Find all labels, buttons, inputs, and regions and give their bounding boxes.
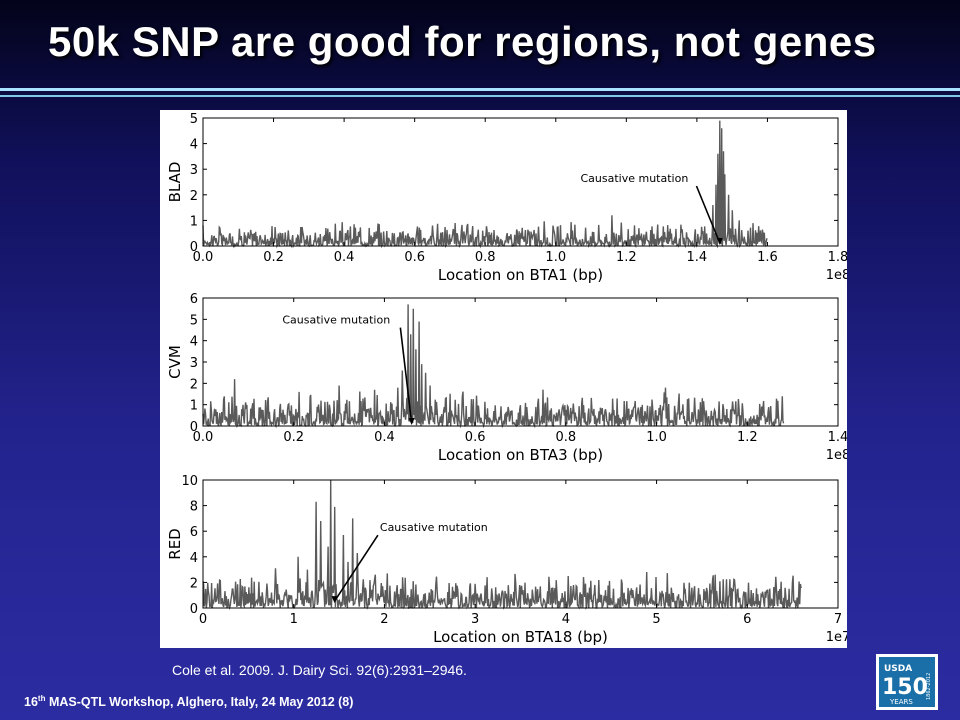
annotation-arrowhead <box>331 596 338 604</box>
y-tick-label: 4 <box>190 138 198 153</box>
x-tick-label: 7 <box>834 612 842 627</box>
plot-panel-red: 0 1 2 3 4 5 6 7 0 2 4 6 8 10 Location on BTA18 (bp) 1e7… <box>166 474 850 646</box>
x-axis-label: Location on BTA18 (bp) <box>433 628 608 646</box>
x-tick-label: 1.8 <box>828 250 847 265</box>
x-tick-label: 1.4 <box>687 250 708 265</box>
y-tick-label: 0 <box>190 420 198 435</box>
x-tick-label: 0.4 <box>334 250 355 265</box>
x-tick-label: 1.4 <box>828 430 847 445</box>
x-tick-label: 0.0 <box>193 430 214 445</box>
plot-panel-cvm: 0.0 0.2 0.4 0.6 0.8 1.0 1.2 1.4 0 1 2 3 4 5 6 Location … <box>166 292 850 464</box>
y-tick-label: 2 <box>190 576 198 591</box>
logo-panel <box>879 657 935 707</box>
footer-ordinal: th <box>37 694 46 703</box>
footer-number: 16 <box>24 695 38 710</box>
x-tick-label: 1.6 <box>757 250 778 265</box>
plot-panel-blad: 0.0 0.2 0.4 0.6 0.8 1.0 1.2 1.4 1.6 1.8 0 1 2 3 4 5 Loca… <box>166 112 850 284</box>
y-tick-label: 0 <box>190 602 198 617</box>
y-tick-label: 2 <box>190 189 198 204</box>
x-tick-label: 2 <box>380 612 388 627</box>
axes-frame <box>202 117 839 247</box>
y-tick-label: 5 <box>190 313 198 328</box>
manhattan-plot-figure: 0.0 0.2 0.4 0.6 0.8 1.0 1.2 1.4 1.6 1.8 0 1 2 3 4 5 Loca… <box>160 110 850 648</box>
slide-title: 50k SNP are good for regions, not genes <box>48 18 877 65</box>
annotation-arrowhead <box>408 418 415 425</box>
annotation-arrow <box>399 327 413 424</box>
logo-years: YEARS <box>889 698 913 706</box>
y-tick-label: 1 <box>190 214 198 229</box>
y-tick-label: 8 <box>190 500 198 515</box>
x-axis-label: Location on BTA1 (bp) <box>438 266 603 284</box>
footer: 16th MAS-QTL Workshop, Alghero, Italy, 2… <box>24 694 353 709</box>
x-tick-label: 0.4 <box>374 430 395 445</box>
x-axis-multiplier: 1e7 <box>826 630 847 645</box>
x-tick-label: 1.0 <box>646 430 667 445</box>
footer-text: MAS-QTL Workshop, Alghero, Italy, 24 May… <box>45 695 354 710</box>
citation: Cole et al. 2009. J. Dairy Sci. 92(6):29… <box>172 662 467 678</box>
x-tick-label: 1.2 <box>737 430 758 445</box>
usda-150-years-logo: USDA 150 YEARS 1862-2012 <box>876 654 938 710</box>
manhattan-plots-svg: 0.0 0.2 0.4 0.6 0.8 1.0 1.2 1.4 1.6 1.8 0 1 2 3 4 5 Loca… <box>166 112 850 646</box>
y-axis-label: CVM <box>166 345 184 379</box>
annotation-text: Causative mutation <box>282 314 390 327</box>
y-tick-label: 10 <box>181 474 198 489</box>
y-tick-label: 6 <box>190 525 198 540</box>
y-tick-label: 6 <box>190 292 198 307</box>
x-tick-label: 1.0 <box>545 250 566 265</box>
axes-frame <box>202 479 839 609</box>
title-rule <box>0 88 960 91</box>
x-tick-label: 5 <box>652 612 660 627</box>
logo-150: 150 <box>882 675 928 700</box>
y-axis-label: BLAD <box>166 162 184 203</box>
x-tick-label: 0.8 <box>556 430 577 445</box>
x-axis-multiplier: 1e8 <box>826 268 847 283</box>
y-tick-label: 4 <box>190 335 198 350</box>
y-tick-label: 2 <box>190 377 198 392</box>
x-tick-label: 1 <box>290 612 298 627</box>
x-tick-label: 6 <box>743 612 751 627</box>
annotation-text: Causative mutation <box>380 521 488 534</box>
x-tick-label: 3 <box>471 612 479 627</box>
x-tick-label: 0.6 <box>404 250 425 265</box>
x-tick-label: 0.8 <box>475 250 496 265</box>
y-tick-label: 5 <box>190 112 198 127</box>
y-axis-label: RED <box>166 528 184 559</box>
title-rule-secondary <box>0 95 960 97</box>
logo-dates: 1862-2012 <box>926 673 932 700</box>
annotation-arrowhead <box>716 238 723 245</box>
x-tick-label: 1.2 <box>616 250 637 265</box>
data-line-red <box>202 479 802 611</box>
y-tick-label: 3 <box>190 356 198 371</box>
x-axis-label: Location on BTA3 (bp) <box>438 446 603 464</box>
x-tick-label: 0.0 <box>193 250 214 265</box>
annotation-arrow <box>333 534 379 602</box>
logo-usda: USDA <box>884 664 912 674</box>
annotation-text: Causative mutation <box>580 172 688 185</box>
x-tick-label: 0.6 <box>465 430 486 445</box>
x-tick-label: 0.2 <box>263 250 284 265</box>
y-tick-label: 0 <box>190 240 198 255</box>
x-tick-label: 0.2 <box>283 430 304 445</box>
x-tick-label: 4 <box>562 612 570 627</box>
y-tick-label: 1 <box>190 399 198 414</box>
x-axis-multiplier: 1e8 <box>826 448 847 463</box>
y-tick-label: 3 <box>190 163 198 178</box>
annotation-arrow <box>695 185 721 244</box>
y-tick-label: 4 <box>190 551 198 566</box>
x-tick-label: 0 <box>199 612 207 627</box>
